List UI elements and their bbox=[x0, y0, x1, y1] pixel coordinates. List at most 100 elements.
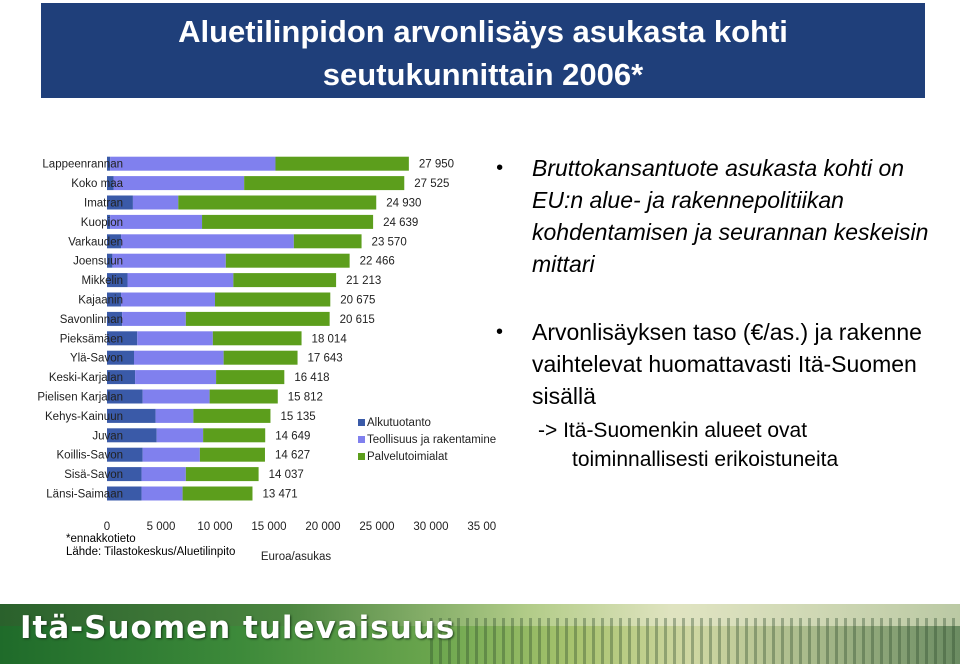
footer-logo: Itä-Suomen tulevaisuus bbox=[20, 610, 456, 646]
footer-banner: Itä-Suomen tulevaisuus bbox=[0, 604, 960, 664]
total-value-label: 17 643 bbox=[308, 353, 343, 365]
bar-segment bbox=[107, 311, 123, 326]
total-value-label: 15 135 bbox=[280, 411, 315, 423]
x-tick-label: 0 bbox=[104, 521, 110, 533]
x-tick-label: 5 000 bbox=[147, 521, 176, 533]
category-label: Kajaanin bbox=[78, 295, 123, 307]
total-value-label: 27 525 bbox=[414, 178, 449, 190]
legend-swatch bbox=[358, 419, 365, 426]
bar-segment bbox=[275, 156, 409, 171]
legend-label: Teollisuus ja rakentamine bbox=[367, 434, 496, 446]
total-value-label: 14 649 bbox=[275, 430, 310, 442]
bar-segment bbox=[107, 214, 111, 229]
category-label: Lappeenrannan bbox=[42, 159, 123, 171]
bar-segment bbox=[113, 176, 245, 191]
legend-swatch bbox=[358, 436, 365, 443]
bullet-item-2: • Arvonlisäyksen taso (€/as.) ja rakenne… bbox=[496, 316, 936, 412]
bar-segment bbox=[107, 447, 143, 462]
legend-label: Alkutuotanto bbox=[367, 417, 431, 429]
x-tick-label: 20 000 bbox=[305, 521, 340, 533]
bar-segment bbox=[107, 156, 111, 171]
bullet-text-1: Bruttokansantuote asukasta kohti on EU:n… bbox=[532, 155, 929, 277]
total-value-label: 14 627 bbox=[275, 450, 310, 462]
bar-segment bbox=[141, 467, 186, 482]
bar-segment bbox=[142, 447, 200, 462]
footer-sky-image bbox=[0, 604, 960, 626]
category-label: Mikkelin bbox=[81, 275, 123, 287]
category-label: Savonlinnan bbox=[60, 314, 123, 326]
category-label: Keski-Karjalan bbox=[49, 372, 123, 384]
category-label: Varkauden bbox=[68, 236, 123, 248]
total-value-label: 27 950 bbox=[419, 159, 454, 171]
bar-segment bbox=[156, 428, 204, 443]
bar-segment bbox=[293, 234, 362, 249]
bar-segment bbox=[107, 331, 138, 346]
bar-segment bbox=[141, 486, 183, 501]
category-label: Kuopion bbox=[81, 217, 123, 229]
bar-segment bbox=[132, 195, 179, 210]
x-tick-label: 35 000 bbox=[467, 521, 496, 533]
sub-bullet-line-1: -> Itä-Suomenkin alueet ovat bbox=[538, 419, 808, 442]
bar-segment bbox=[135, 370, 217, 385]
bar-segment bbox=[107, 176, 114, 191]
title-banner: Aluetilinpidon arvonlisäys asukasta koht… bbox=[41, 3, 925, 98]
total-value-label: 13 471 bbox=[262, 489, 297, 501]
bar-segment bbox=[209, 389, 278, 404]
bar-segment bbox=[244, 176, 405, 191]
legend-swatch bbox=[358, 453, 365, 460]
bar-segment bbox=[107, 408, 156, 423]
x-axis-label: Euroa/asukas bbox=[261, 551, 332, 563]
bar-segment bbox=[107, 292, 122, 307]
bar-segment bbox=[107, 273, 128, 288]
category-label: Pielisen Karjalan bbox=[37, 392, 123, 404]
slide-title-line-1: Aluetilinpidon arvonlisäys asukasta koht… bbox=[178, 14, 788, 49]
stacked-bar-chart: Lappeenrannan 27 950 Koko maa 27 525 Imatran… bbox=[37, 156, 496, 563]
bar-segment bbox=[107, 428, 157, 443]
bar-segment bbox=[107, 195, 133, 210]
bar-segment bbox=[122, 311, 186, 326]
bullet-text-2: Arvonlisäyksen taso (€/as.) ja rakenne v… bbox=[532, 319, 922, 409]
bar-segment bbox=[107, 389, 143, 404]
bar-segment bbox=[199, 447, 265, 462]
bar-segment bbox=[107, 234, 122, 249]
category-label: Juvan bbox=[92, 430, 123, 442]
total-value-label: 16 418 bbox=[294, 372, 329, 384]
bar-segment bbox=[215, 292, 331, 307]
total-value-label: 20 615 bbox=[340, 314, 375, 326]
preliminary-note: *ennakkotieto bbox=[66, 533, 136, 545]
bar-segment bbox=[107, 253, 113, 268]
bar-segment bbox=[110, 214, 203, 229]
bar-segment bbox=[107, 370, 136, 385]
category-label: Sisä-Savon bbox=[64, 469, 123, 481]
bar-segment bbox=[107, 486, 142, 501]
total-value-label: 23 570 bbox=[372, 236, 407, 248]
bullet-dot-icon: • bbox=[496, 157, 504, 179]
bar-segment bbox=[202, 214, 374, 229]
total-value-label: 21 213 bbox=[346, 275, 381, 287]
bullet-list: • Bruttokansantuote asukasta kohti on EU… bbox=[496, 152, 936, 474]
bullet-dot-icon: • bbox=[496, 321, 504, 343]
category-label: Kehys-Kainuun bbox=[45, 411, 123, 423]
bar-segment bbox=[225, 253, 350, 268]
total-value-label: 14 037 bbox=[269, 469, 304, 481]
category-label: Imatran bbox=[84, 198, 123, 210]
category-label: Koillis-Savon bbox=[57, 450, 123, 462]
category-label: Pieksämäen bbox=[60, 333, 123, 345]
category-label: Joensuun bbox=[73, 256, 123, 268]
bar-segment bbox=[137, 331, 213, 346]
category-label: Koko maa bbox=[71, 178, 123, 190]
bar-segment bbox=[212, 331, 302, 346]
bar-segment bbox=[142, 389, 210, 404]
total-value-label: 24 639 bbox=[383, 217, 418, 229]
sub-bullet-line-2: toiminnallisesti erikoistuneita bbox=[572, 448, 839, 471]
bar-segment bbox=[110, 156, 276, 171]
bar-segment bbox=[193, 408, 271, 423]
bar-segment bbox=[127, 273, 234, 288]
x-tick-label: 10 000 bbox=[197, 521, 232, 533]
bar-segment bbox=[134, 350, 224, 365]
total-value-label: 20 675 bbox=[340, 295, 375, 307]
category-label: Länsi-Saimaan bbox=[46, 489, 123, 501]
bar-segment bbox=[185, 311, 330, 326]
total-value-label: 15 812 bbox=[288, 392, 323, 404]
category-label: Ylä-Savon bbox=[70, 353, 123, 365]
